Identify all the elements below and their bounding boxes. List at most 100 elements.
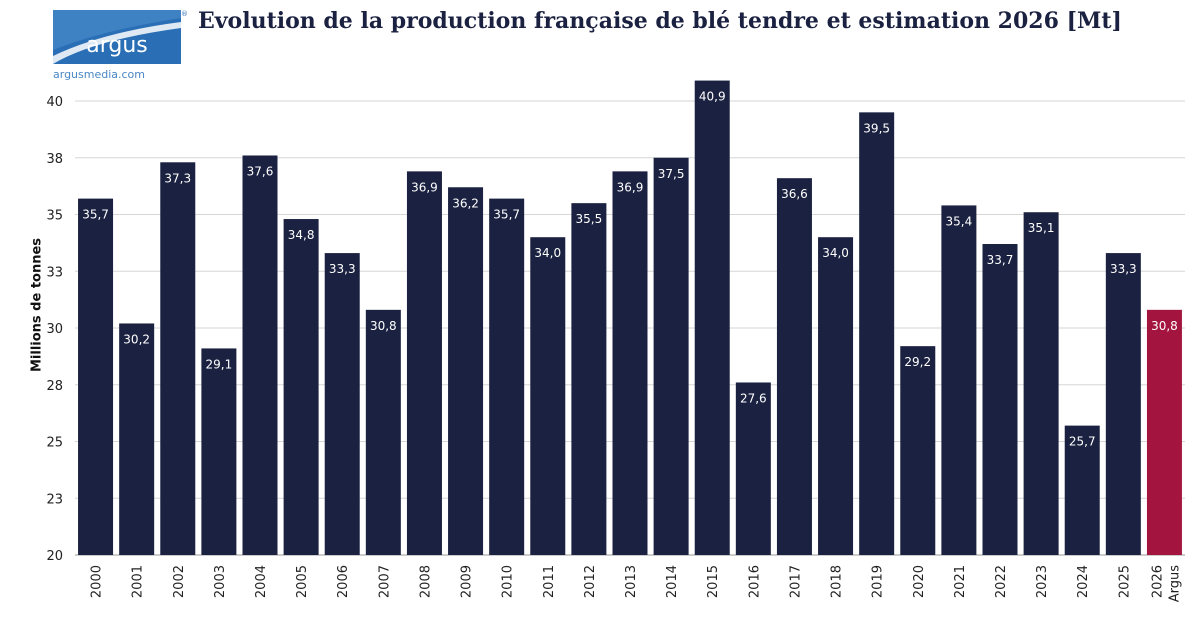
data-label: 33,3: [1110, 262, 1137, 276]
logo-url: argusmedia.com: [53, 68, 146, 81]
bar-2004: [242, 155, 278, 556]
x-tick-label: 2022: [994, 565, 1009, 598]
x-tick-label: 2006: [336, 565, 351, 598]
data-label: 36,6: [781, 187, 808, 201]
registered-mark: ®: [181, 10, 188, 18]
x-axis-ticks: 2000 2001 2002 2003 2004 2005 2006 2007 2008 2009…: [90, 565, 1183, 603]
y-tick-label: 33: [46, 265, 63, 280]
x-tick-label: 2004: [254, 565, 269, 598]
logo-name: argus: [86, 33, 148, 58]
bar-2011: [530, 237, 566, 555]
data-label: 34,8: [288, 228, 315, 242]
data-label: 33,7: [987, 253, 1014, 267]
data-label: 25,7: [1069, 435, 1096, 449]
bar-2009: [448, 187, 484, 555]
x-tick-label: 2011: [542, 565, 557, 598]
bar-2025: [1105, 253, 1141, 555]
y-tick-label: 23: [46, 492, 63, 507]
bar-2007: [365, 309, 401, 555]
x-tick-label: 2005: [295, 565, 310, 598]
bar-2021: [941, 205, 977, 556]
bar-2019: [859, 112, 895, 555]
data-label: 34,0: [822, 246, 849, 260]
bar-2008: [406, 171, 442, 555]
bar-2024: [1064, 425, 1100, 555]
x-tick-label: 2017: [788, 565, 803, 598]
x-tick-label: 2015: [706, 565, 721, 598]
data-label: 37,5: [658, 167, 685, 181]
bar-2002: [160, 162, 196, 556]
argus-logo: argus: [53, 10, 181, 64]
bar-2016: [735, 382, 771, 555]
data-label: 35,7: [82, 208, 109, 222]
data-label: 33,3: [329, 262, 356, 276]
x-tick-label: 2019: [871, 565, 886, 598]
data-label: 35,1: [1028, 221, 1055, 235]
data-label: 36,9: [411, 180, 438, 194]
bar-2001: [119, 323, 155, 555]
data-label: 35,5: [576, 212, 603, 226]
x-tick-label: 2001: [131, 565, 146, 598]
bar-2013: [612, 171, 648, 555]
data-label: 39,5: [863, 121, 890, 135]
data-label: 40,9: [699, 90, 726, 104]
x-tick-label: 2024: [1076, 565, 1091, 598]
y-tick-label: 25: [46, 436, 63, 451]
x-tick-label: 2020: [912, 565, 927, 598]
y-tick-label: 38: [46, 152, 63, 167]
bar-2022: [982, 244, 1018, 555]
bar-2015: [694, 80, 730, 555]
x-tick-label: 2007: [377, 565, 392, 598]
bars: [78, 80, 1182, 556]
bar-2005: [283, 219, 319, 556]
data-labels: 35,7 30,2 37,3 29,1 37,6 34,8 33,3 30,8 36,9 36,2…: [82, 90, 1178, 449]
data-label: 35,7: [493, 208, 520, 222]
x-tick-label: 2016: [747, 565, 762, 598]
data-label: 34,0: [534, 246, 561, 260]
bar-2006: [324, 253, 360, 555]
data-label: 35,4: [946, 214, 973, 228]
data-label: 27,6: [740, 391, 767, 405]
x-tick-label: Argus: [1167, 565, 1182, 603]
data-label: 30,8: [1151, 319, 1178, 333]
x-tick-label: 2018: [830, 565, 845, 598]
x-tick-label: 2008: [418, 565, 433, 598]
bar-2000: [78, 198, 114, 556]
y-tick-label: 30: [46, 322, 63, 337]
bar-2003: [201, 348, 237, 555]
x-tick-label: 2003: [213, 565, 228, 598]
data-label: 30,8: [370, 319, 397, 333]
bar-2010: [489, 198, 525, 556]
data-label: 36,2: [452, 196, 479, 210]
x-tick-label: 2010: [501, 565, 516, 598]
x-tick-label: 2023: [1035, 565, 1050, 598]
x-tick-label: 2014: [665, 565, 680, 598]
bar-2026-argus: [1146, 309, 1182, 555]
data-label: 30,2: [123, 332, 150, 346]
data-label: 29,2: [904, 355, 931, 369]
y-tick-label: 28: [46, 379, 63, 394]
y-tick-label: 35: [46, 209, 63, 224]
x-tick-label: 2021: [953, 565, 968, 598]
chart-title: Evolution de la production française de …: [198, 8, 1122, 34]
data-label: 37,6: [247, 164, 274, 178]
data-label: 37,3: [164, 171, 191, 185]
x-tick-label: 2012: [583, 565, 598, 598]
bar-2023: [1023, 212, 1059, 556]
bar-2018: [818, 237, 854, 555]
x-tick-label: 2009: [460, 565, 475, 598]
y-axis-label: Millions de tonnes: [30, 238, 45, 372]
bar-2014: [653, 157, 689, 555]
x-tick-label: 2002: [172, 565, 187, 598]
data-label: 29,1: [206, 357, 233, 371]
x-tick-label: 2013: [624, 565, 639, 598]
y-axis-ticks: 20 23 25 28 30 33 35 38 40: [46, 95, 63, 564]
y-tick-label: 40: [46, 95, 63, 110]
x-tick-label: 2025: [1117, 565, 1132, 598]
x-tick-label: 2000: [90, 565, 105, 598]
bar-2012: [571, 203, 607, 555]
x-tick-label: 2026: [1150, 565, 1165, 598]
data-label: 36,9: [617, 180, 644, 194]
y-tick-label: 20: [46, 549, 63, 564]
